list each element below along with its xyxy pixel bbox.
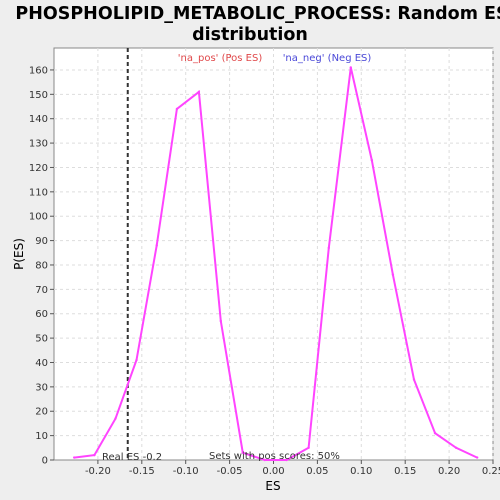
y-tick-label: 130 bbox=[29, 139, 48, 150]
x-axis-label: ES bbox=[265, 479, 280, 493]
x-tick-label: 0.15 bbox=[394, 466, 416, 477]
real-es-label: Real ES -0.2 bbox=[102, 452, 162, 463]
y-tick-label: 50 bbox=[35, 334, 48, 345]
x-tick-label: -0.15 bbox=[129, 466, 155, 477]
y-tick-label: 30 bbox=[35, 382, 48, 393]
y-tick-label: 60 bbox=[35, 309, 48, 320]
y-tick-label: 120 bbox=[29, 163, 48, 174]
data-point bbox=[219, 319, 223, 323]
y-tick-label: 10 bbox=[35, 431, 48, 442]
data-point bbox=[93, 453, 96, 457]
chart-title-line2: distribution bbox=[192, 25, 308, 45]
x-tick-label: 0.00 bbox=[262, 466, 284, 477]
distribution-points bbox=[72, 66, 479, 462]
chart-title-line1: PHOSPHOLIPID_METABOLIC_PROCESS: Random E… bbox=[15, 4, 500, 24]
random-es-distribution-line bbox=[74, 67, 478, 461]
y-tick-label: 90 bbox=[35, 236, 48, 247]
y-axis-label: P(ES) bbox=[12, 238, 26, 270]
x-tick-label: 0.25 bbox=[482, 466, 500, 477]
data-point bbox=[263, 458, 266, 462]
y-tick-label: 150 bbox=[29, 90, 48, 101]
sets-pos-scores-label: Sets with pos scores: 50% bbox=[209, 451, 340, 462]
y-tick-label: 110 bbox=[29, 187, 48, 198]
data-point bbox=[327, 246, 331, 250]
data-point bbox=[72, 456, 76, 459]
data-point bbox=[155, 244, 158, 247]
data-point bbox=[349, 66, 352, 69]
y-tick-label: 140 bbox=[29, 114, 48, 125]
legend-pos-es: 'na_pos' (Pos ES) bbox=[178, 53, 263, 64]
x-tick-label: -0.10 bbox=[173, 466, 199, 477]
y-tick-label: 80 bbox=[35, 260, 48, 271]
x-axis-ticks: -0.20 -0.15 -0.10 -0.05 0.00 0.05 0.10 0.15 0.20… bbox=[85, 460, 500, 477]
data-point bbox=[412, 378, 416, 381]
x-tick-label: -0.05 bbox=[217, 466, 243, 477]
y-tick-label: 100 bbox=[29, 212, 48, 223]
data-point bbox=[433, 431, 437, 435]
y-tick-label: 40 bbox=[35, 358, 48, 369]
x-tick-label: 0.10 bbox=[350, 466, 372, 477]
y-tick-label: 70 bbox=[35, 285, 48, 296]
x-tick-label: 0.05 bbox=[306, 466, 328, 477]
legend-neg-es: 'na_neg' (Neg ES) bbox=[283, 53, 372, 64]
data-point bbox=[307, 446, 310, 450]
x-tick-label: 0.20 bbox=[438, 466, 460, 477]
y-tick-label: 0 bbox=[42, 456, 48, 467]
y-tick-label: 160 bbox=[29, 65, 48, 76]
data-point bbox=[475, 456, 479, 459]
data-point bbox=[135, 358, 138, 362]
data-point bbox=[197, 90, 201, 94]
data-point bbox=[175, 107, 179, 111]
data-point bbox=[241, 451, 244, 454]
data-point bbox=[454, 446, 458, 450]
data-point bbox=[114, 417, 117, 420]
data-point bbox=[285, 458, 288, 462]
y-tick-label: 20 bbox=[35, 407, 48, 418]
data-point bbox=[370, 158, 374, 162]
data-point bbox=[391, 273, 395, 276]
y-axis-ticks: 0 10 20 30 40 50 60 70 80 90 100 110 120 130 140 150 160 bbox=[29, 65, 54, 467]
x-tick-label: -0.20 bbox=[85, 466, 111, 477]
